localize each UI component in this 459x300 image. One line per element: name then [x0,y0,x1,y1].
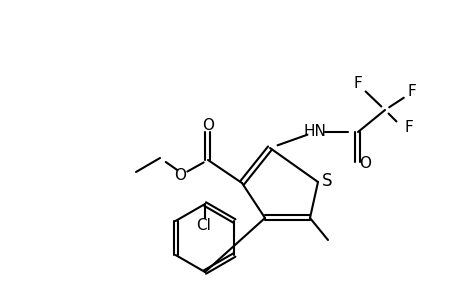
Text: O: O [358,155,370,170]
Text: O: O [174,167,185,182]
Text: F: F [353,76,362,91]
Text: S: S [321,172,331,190]
Text: F: F [404,119,413,134]
Text: O: O [202,118,213,133]
Text: HN: HN [303,124,326,140]
Text: F: F [407,83,415,98]
Text: Cl: Cl [196,218,211,233]
